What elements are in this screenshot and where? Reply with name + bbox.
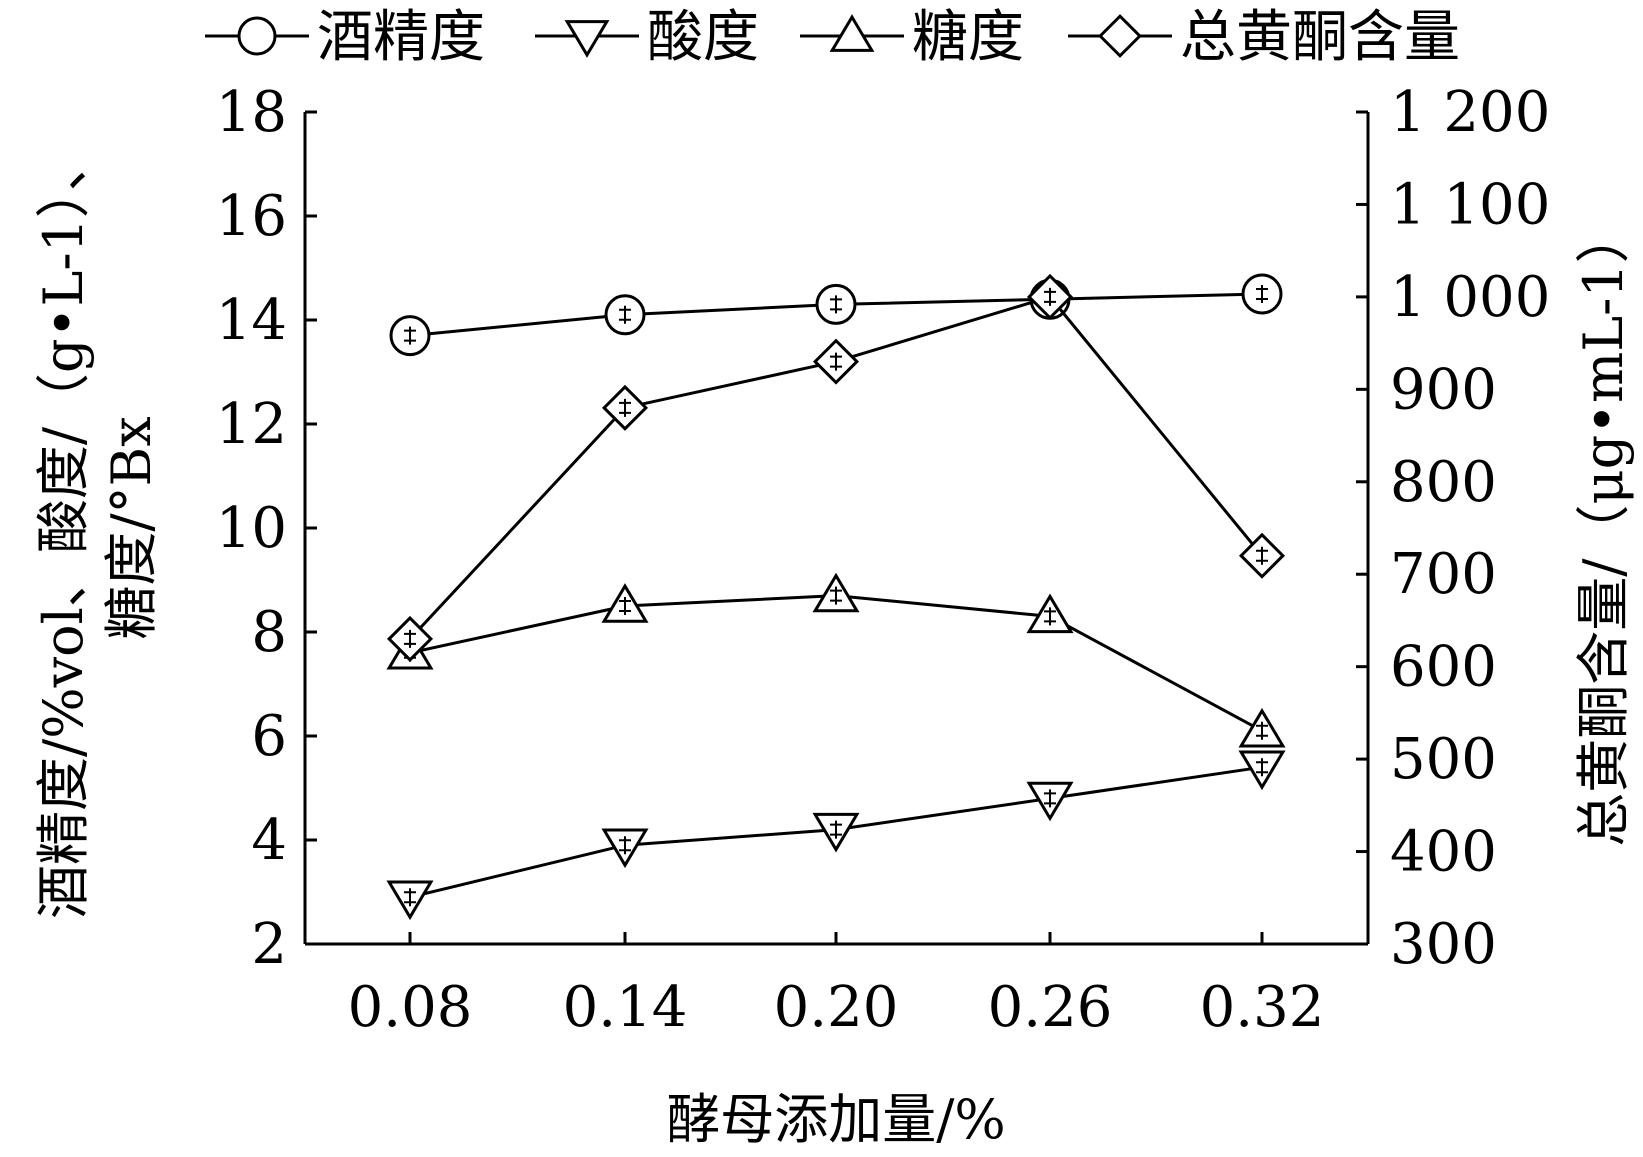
error-bar	[1256, 546, 1268, 565]
right-tick-label: 600	[1390, 635, 1497, 700]
error-bar	[830, 352, 842, 371]
left-tick-label: 8	[251, 600, 287, 665]
left-tick-label: 4	[251, 808, 287, 873]
error-bar	[1044, 287, 1056, 306]
error-bar	[1044, 789, 1056, 808]
error-bar	[619, 305, 631, 324]
legend-label: 酸度	[647, 5, 759, 70]
legend-marker	[237, 16, 277, 56]
legend-marker	[1098, 14, 1142, 58]
right-tick-label: 900	[1390, 357, 1497, 422]
left-axis-title-line2: 糖度/°Bx	[100, 416, 163, 639]
right-tick-label: 1 100	[1390, 172, 1550, 237]
right-tick-label: 1 000	[1390, 265, 1550, 330]
left-tick-label: 6	[251, 704, 287, 769]
legend: 酒精度 酸度 糖度 总黄酮含量	[205, 5, 1460, 70]
right-tick-label: 300	[1390, 912, 1497, 977]
right-tick-label: 1 200	[1390, 80, 1550, 145]
error-bar	[404, 326, 416, 345]
series-line	[409, 594, 1263, 733]
error-bar	[404, 888, 416, 907]
right-tick-label: 700	[1390, 542, 1497, 607]
right-tick-label: 500	[1390, 727, 1497, 792]
ticks: 2 4 6 8 10 12 14 16 18 300 400 500 600 700 800 900 1 000…	[216, 80, 1551, 1040]
right-axis-title: 总黄酮含量/（μg•mL-1）	[1572, 209, 1635, 846]
left-tick-label: 2	[251, 912, 287, 977]
left-tick-label: 14	[216, 288, 287, 353]
error-bar	[404, 629, 416, 648]
right-tick-label: 800	[1390, 450, 1497, 515]
legend-item: 糖度	[800, 5, 1024, 70]
error-bar	[1256, 285, 1268, 303]
left-axis-title-line1: 酒精度/%vol、酸度/（g•L-1）、	[32, 137, 95, 919]
x-tick-label: 0.14	[563, 975, 688, 1040]
error-bar	[830, 295, 842, 314]
error-bar	[619, 597, 631, 615]
legend-label: 酒精度	[317, 5, 485, 70]
left-tick-label: 16	[216, 184, 287, 249]
left-tick-label: 10	[216, 496, 287, 561]
legend-item: 总黄酮含量	[1068, 5, 1460, 70]
error-bar	[830, 586, 842, 605]
legend-item: 酒精度	[205, 5, 485, 70]
x-tick-label: 0.32	[1200, 975, 1325, 1040]
error-bar	[1044, 607, 1056, 626]
legend-label: 糖度	[912, 5, 1024, 70]
x-tick-label: 0.20	[774, 975, 899, 1040]
left-tick-label: 18	[216, 80, 287, 145]
error-bar	[1256, 721, 1268, 740]
error-bar	[619, 398, 631, 417]
error-bar	[830, 820, 842, 839]
error-bar	[619, 836, 631, 855]
x-tick-label: 0.08	[348, 975, 473, 1040]
legend-marker	[829, 14, 875, 52]
legend-marker	[564, 20, 610, 58]
right-tick-label: 400	[1390, 820, 1497, 885]
series-layer	[386, 273, 1286, 921]
legend-label: 总黄酮含量	[1180, 5, 1460, 70]
error-bar	[1256, 758, 1268, 777]
legend-item: 酸度	[535, 5, 759, 70]
x-tick-label: 0.26	[988, 975, 1113, 1040]
x-axis-title: 酵母添加量/%	[666, 1088, 1006, 1151]
left-tick-label: 12	[216, 392, 287, 457]
